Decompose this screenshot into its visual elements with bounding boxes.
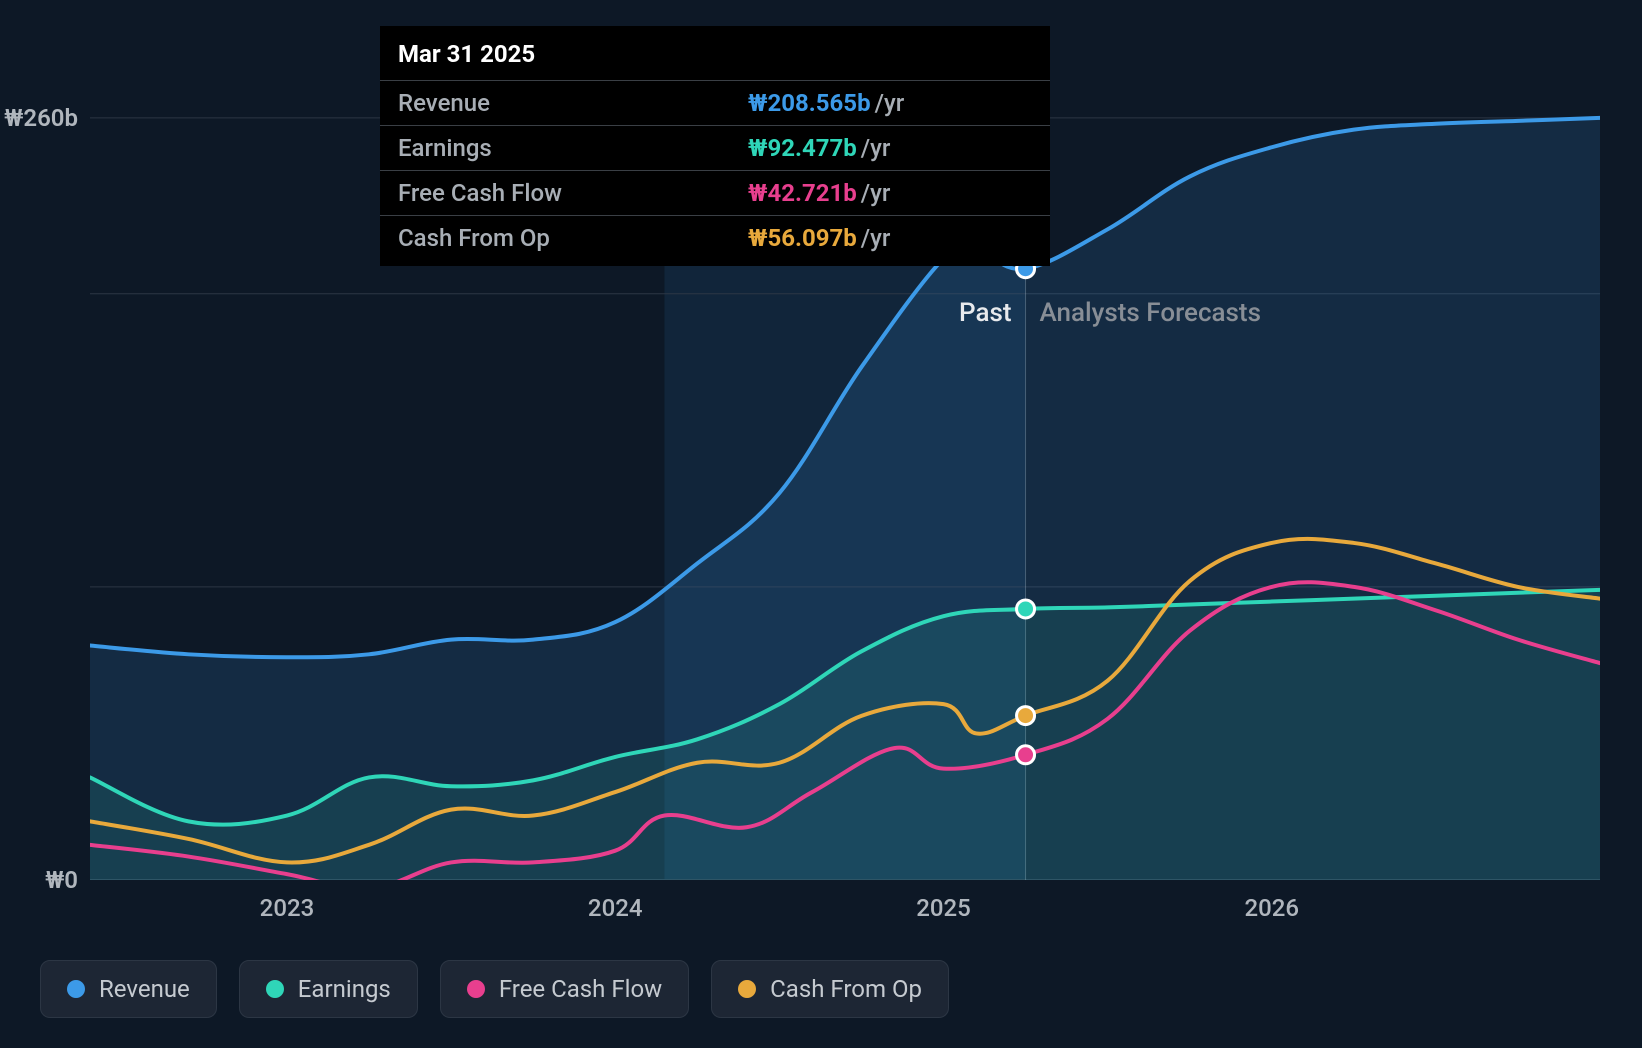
chart-legend: Revenue Earnings Free Cash Flow Cash From O… — [40, 960, 949, 1018]
tooltip-row-value: ₩92.477b — [748, 134, 857, 162]
chart-tooltip: Mar 31 2025 Revenue₩208.565b/yrEarnings₩… — [380, 26, 1050, 266]
x-axis-tick-label: 2024 — [588, 894, 643, 922]
tooltip-row-value: ₩56.097b — [748, 224, 857, 252]
legend-label: Free Cash Flow — [499, 975, 662, 1003]
legend-swatch — [67, 980, 85, 998]
tooltip-row: Free Cash Flow₩42.721b/yr — [380, 171, 1050, 216]
legend-label: Revenue — [99, 975, 190, 1003]
series-marker — [1017, 707, 1035, 725]
legend-item[interactable]: Revenue — [40, 960, 217, 1018]
tooltip-row: Cash From Op₩56.097b/yr — [380, 216, 1050, 266]
tooltip-row-value: ₩208.565b — [748, 89, 871, 117]
legend-label: Earnings — [298, 975, 391, 1003]
series-marker — [1017, 746, 1035, 764]
legend-item[interactable]: Free Cash Flow — [440, 960, 689, 1018]
legend-swatch — [738, 980, 756, 998]
tooltip-row: Revenue₩208.565b/yr — [380, 81, 1050, 126]
tooltip-row-label: Revenue — [398, 89, 748, 117]
y-axis-tick-label: ₩260b — [4, 104, 78, 132]
region-label-past: Past — [959, 298, 1012, 328]
tooltip-rows: Revenue₩208.565b/yrEarnings₩92.477b/yrFr… — [380, 81, 1050, 266]
chart-container: ₩0 ₩260b 2023 2024 2025 2026 Past Analysts Fo… — [0, 0, 1642, 1048]
tooltip-row-unit: /yr — [861, 134, 891, 162]
x-axis-tick-label: 2023 — [260, 894, 315, 922]
x-axis-tick-label: 2025 — [916, 894, 971, 922]
series-marker — [1017, 600, 1035, 618]
region-label-forecast: Analysts Forecasts — [1040, 298, 1261, 328]
legend-item[interactable]: Cash From Op — [711, 960, 949, 1018]
tooltip-row-label: Earnings — [398, 134, 748, 162]
tooltip-row-unit: /yr — [875, 89, 905, 117]
x-axis-tick-label: 2026 — [1244, 894, 1299, 922]
legend-swatch — [467, 980, 485, 998]
tooltip-row: Earnings₩92.477b/yr — [380, 126, 1050, 171]
tooltip-row-label: Cash From Op — [398, 224, 748, 252]
tooltip-row-label: Free Cash Flow — [398, 179, 748, 207]
legend-label: Cash From Op — [770, 975, 922, 1003]
legend-swatch — [266, 980, 284, 998]
legend-item[interactable]: Earnings — [239, 960, 418, 1018]
tooltip-row-unit: /yr — [861, 179, 891, 207]
tooltip-row-unit: /yr — [861, 224, 891, 252]
tooltip-row-value: ₩42.721b — [748, 179, 857, 207]
y-axis-tick-label: ₩0 — [45, 866, 78, 894]
tooltip-date: Mar 31 2025 — [380, 26, 1050, 81]
